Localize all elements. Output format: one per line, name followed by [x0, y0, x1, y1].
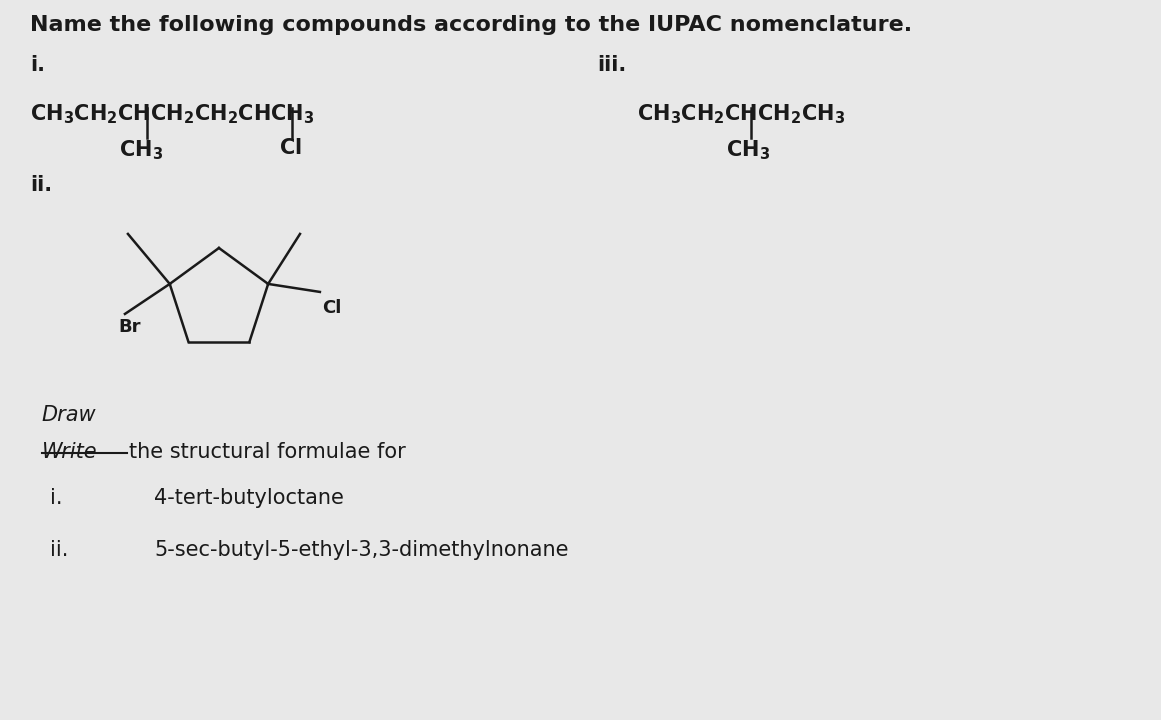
Text: Name the following compounds according to the IUPAC nomenclature.: Name the following compounds according t… [30, 15, 913, 35]
Text: $\mathbf{CH_3}$: $\mathbf{CH_3}$ [120, 138, 164, 161]
Text: ii.: ii. [50, 540, 68, 560]
Text: $\mathbf{CH_3}$: $\mathbf{CH_3}$ [727, 138, 771, 161]
Text: 4-tert-butyloctane: 4-tert-butyloctane [154, 488, 344, 508]
Text: Br: Br [118, 318, 140, 336]
Text: i.: i. [50, 488, 63, 508]
Text: 5-sec-butyl-5-ethyl-3,3-dimethylnonane: 5-sec-butyl-5-ethyl-3,3-dimethylnonane [154, 540, 569, 560]
Text: $\mathbf{CH_3CH_2CHCH_2CH_2CHCH_3}$: $\mathbf{CH_3CH_2CHCH_2CH_2CHCH_3}$ [30, 102, 315, 125]
Text: $\mathbf{Cl}$: $\mathbf{Cl}$ [279, 138, 302, 158]
Text: i.: i. [30, 55, 45, 75]
Text: ii.: ii. [30, 175, 52, 195]
Text: the structural formulae for: the structural formulae for [129, 442, 406, 462]
Text: iii.: iii. [597, 55, 626, 75]
Text: $\mathbf{CH_3CH_2CHCH_2CH_3}$: $\mathbf{CH_3CH_2CHCH_2CH_3}$ [637, 102, 845, 125]
Text: Draw: Draw [42, 405, 96, 425]
Text: Write: Write [42, 442, 98, 462]
Text: Cl: Cl [322, 299, 341, 317]
